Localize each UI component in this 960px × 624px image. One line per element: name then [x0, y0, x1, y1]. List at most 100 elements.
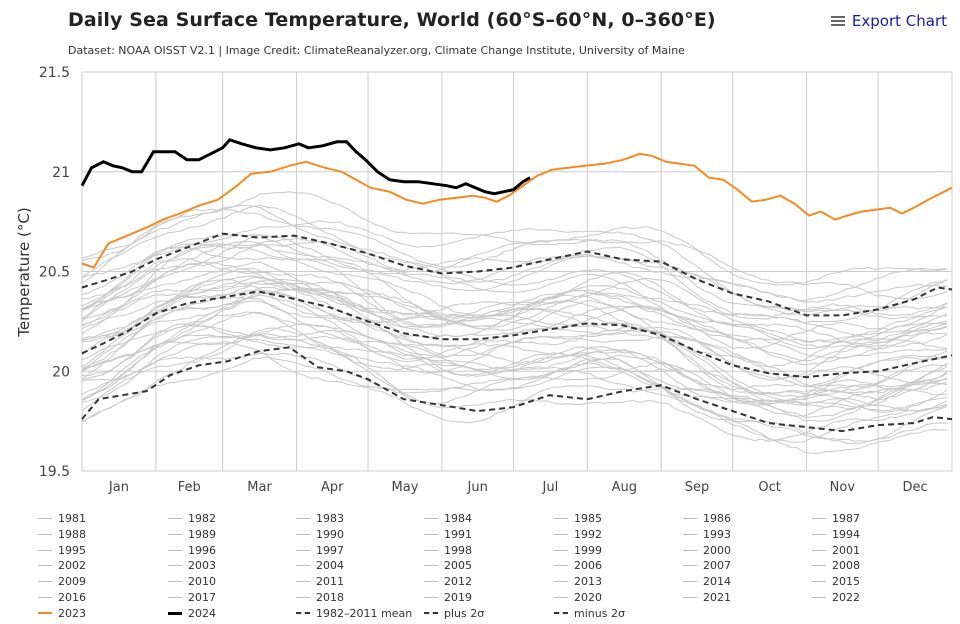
- series-line-2024: [80, 138, 531, 196]
- legend-item[interactable]: 1990: [296, 528, 344, 541]
- series-line-1984: [81, 356, 948, 442]
- x-tick-label: Aug: [612, 480, 637, 495]
- legend-swatch: [554, 549, 568, 551]
- legend-item[interactable]: 1991: [424, 528, 472, 541]
- legend-item[interactable]: 1996: [168, 544, 216, 557]
- legend-swatch: [296, 612, 310, 615]
- grid-lines: [81, 71, 953, 472]
- legend-item[interactable]: 1999: [554, 544, 602, 557]
- historical-series: [81, 191, 948, 454]
- legend-item[interactable]: 2020: [554, 591, 602, 604]
- legend-item[interactable]: 2010: [168, 575, 216, 588]
- legend-swatch: [554, 565, 568, 567]
- legend-item[interactable]: 2021: [683, 591, 731, 604]
- legend-item[interactable]: 2024: [168, 607, 216, 620]
- series-line-1982-2011-mean: [81, 290, 953, 379]
- legend-item[interactable]: 2000: [683, 544, 731, 557]
- legend-item[interactable]: 1984: [424, 512, 472, 525]
- legend-label: 2022: [832, 591, 860, 604]
- legend-label: minus 2σ: [574, 606, 625, 620]
- legend-item[interactable]: 1985: [554, 512, 602, 525]
- legend-label: 2012: [444, 575, 472, 589]
- legend-swatch: [683, 549, 697, 551]
- legend-item[interactable]: 1982–2011 mean: [296, 607, 412, 620]
- legend-item[interactable]: plus 2σ: [424, 607, 484, 620]
- series-line-2002: [81, 275, 948, 366]
- legend-item[interactable]: 2011: [296, 575, 344, 588]
- series-line-1996: [81, 328, 948, 412]
- legend-item[interactable]: 2006: [554, 559, 602, 572]
- series-line-2005: [81, 246, 948, 349]
- y-tick-label: 20: [52, 364, 70, 380]
- legend-label: 2011: [316, 575, 344, 589]
- legend-swatch: [168, 518, 182, 519]
- legend-item[interactable]: 2017: [168, 591, 216, 604]
- legend-swatch: [812, 581, 826, 583]
- legend-swatch: [424, 549, 438, 551]
- legend-swatch: [38, 549, 52, 551]
- x-tick-label: Apr: [321, 480, 344, 495]
- chart-subtitle: Dataset: NOAA OISST V2.1 | Image Credit:…: [68, 44, 685, 57]
- legend-item[interactable]: 1992: [554, 528, 602, 541]
- x-tick-label: Jun: [467, 480, 488, 495]
- legend-item[interactable]: 1993: [683, 528, 731, 541]
- legend-item[interactable]: 2013: [554, 575, 602, 588]
- legend-item[interactable]: 1986: [683, 512, 731, 525]
- legend-item[interactable]: 2014: [683, 575, 731, 588]
- legend-item[interactable]: 2022: [812, 591, 860, 604]
- highlight-series: [80, 138, 953, 269]
- legend-label: 2014: [703, 575, 731, 589]
- legend-item[interactable]: 1989: [168, 528, 216, 541]
- legend-swatch: [168, 533, 182, 535]
- legend-item[interactable]: 2007: [683, 559, 731, 572]
- series-line-2021: [81, 243, 948, 316]
- legend-item[interactable]: 2016: [38, 591, 86, 604]
- legend-label: 1981: [58, 512, 86, 525]
- legend-swatch: [683, 518, 697, 519]
- legend-item[interactable]: 1998: [424, 544, 472, 557]
- menu-icon: [830, 16, 845, 26]
- legend-label: 1997: [316, 543, 344, 557]
- legend-item[interactable]: 2004: [296, 559, 344, 572]
- legend-swatch: [683, 581, 697, 583]
- legend-label: 1986: [703, 512, 731, 525]
- legend-item[interactable]: 1982: [168, 512, 216, 525]
- legend-item[interactable]: minus 2σ: [554, 607, 625, 620]
- legend-swatch: [38, 597, 52, 598]
- export-chart-button[interactable]: Export Chart: [830, 12, 947, 30]
- legend-item[interactable]: 2018: [296, 591, 344, 604]
- legend-item[interactable]: 2023: [38, 607, 86, 620]
- series-line-2000: [81, 286, 948, 406]
- series-line-2001: [81, 280, 948, 398]
- legend-label: 2009: [58, 575, 86, 589]
- legend-item[interactable]: 2005: [424, 559, 472, 572]
- legend-item[interactable]: 1994: [812, 528, 860, 541]
- legend-item[interactable]: 2015: [812, 575, 860, 588]
- legend-swatch: [38, 581, 52, 583]
- legend-swatch: [296, 533, 310, 535]
- legend-item[interactable]: 1987: [812, 512, 860, 525]
- legend-item[interactable]: 2008: [812, 559, 860, 572]
- legend-item[interactable]: 1995: [38, 544, 86, 557]
- legend-item[interactable]: 2019: [424, 591, 472, 604]
- legend-item[interactable]: 2002: [38, 559, 86, 572]
- legend-swatch: [38, 612, 52, 615]
- legend-item[interactable]: 1988: [38, 528, 86, 541]
- legend-item[interactable]: 2009: [38, 575, 86, 588]
- legend-item[interactable]: 2001: [812, 544, 860, 557]
- legend-item[interactable]: 2012: [424, 575, 472, 588]
- legend-label: 2013: [574, 575, 602, 589]
- series-line-1992: [81, 341, 948, 424]
- legend-label: 2008: [832, 559, 860, 573]
- legend-label: 2024: [188, 606, 216, 620]
- legend-label: 2017: [188, 591, 216, 604]
- x-tick-label: Dec: [902, 480, 927, 495]
- legend-swatch: [168, 581, 182, 583]
- legend-item[interactable]: 1997: [296, 544, 344, 557]
- legend-item[interactable]: 2003: [168, 559, 216, 572]
- chart-title: Daily Sea Surface Temperature, World (60…: [68, 9, 716, 31]
- legend-item[interactable]: 1981: [38, 512, 86, 525]
- series-line-minus-2-: [81, 346, 953, 433]
- legend-item[interactable]: 1983: [296, 512, 344, 525]
- series-line-1989: [81, 327, 948, 444]
